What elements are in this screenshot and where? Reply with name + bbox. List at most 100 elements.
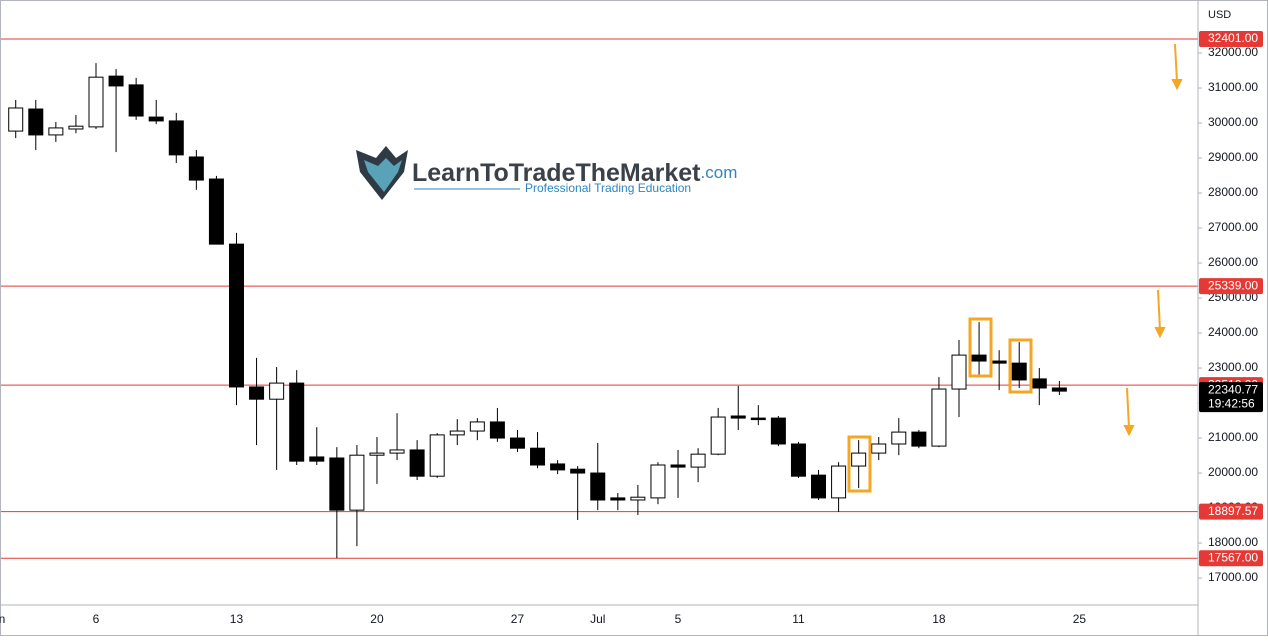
candle-body [690, 453, 706, 468]
x-tick-label: 11 [792, 612, 805, 626]
axes: 17000.0018000.0019000.0020000.0021000.00… [0, 30, 1263, 626]
y-tick-label: 26000.00 [1208, 255, 1258, 269]
y-tick-label: 31000.00 [1208, 80, 1258, 94]
level-label-box [1199, 278, 1263, 295]
candle-body [630, 496, 646, 501]
candle-body [369, 452, 385, 456]
candle-body [108, 75, 124, 87]
candle-body [148, 116, 164, 122]
candle-body [831, 465, 847, 499]
candle-body [188, 156, 204, 181]
arrow-head [1171, 79, 1183, 91]
arrow-shaft [1174, 43, 1178, 83]
y-tick-label: 27000.00 [1208, 220, 1258, 234]
watermark-tagline: Professional Trading Education [525, 181, 691, 195]
arrow-shaft [1157, 289, 1161, 331]
candle-body [289, 382, 305, 462]
candle-body [710, 416, 726, 455]
level-label-box [1199, 503, 1263, 520]
y-tick-label: 20000.00 [1208, 465, 1258, 479]
highlight-box [847, 435, 872, 493]
candle-body [88, 76, 104, 128]
candle-body [128, 84, 144, 117]
candle-body [509, 437, 525, 449]
x-tick-label: 13 [230, 612, 244, 626]
candle-body [48, 127, 64, 136]
candle-body [911, 431, 927, 447]
level-label-box [1199, 30, 1263, 47]
candle-body [991, 360, 1007, 364]
arrows [1123, 43, 1183, 437]
candle-body [650, 464, 666, 499]
currency-label: USD [1208, 9, 1231, 21]
candle-body [590, 472, 606, 501]
brand-text: LearnToTradeTheMarket [412, 159, 701, 187]
y-tick-label: 28000.00 [1208, 185, 1258, 199]
y-tick-label: 30000.00 [1208, 115, 1258, 129]
candle-body [1011, 362, 1027, 381]
x-tick-label: 25 [1073, 612, 1087, 626]
candle-body [489, 421, 505, 439]
x-tick-label: Jul [590, 612, 605, 626]
candle-body [449, 430, 465, 436]
candle-body [750, 417, 766, 421]
arrow-shaft [1126, 387, 1130, 429]
level-label: 32401.00 [1208, 31, 1258, 45]
level-label: 25339.00 [1208, 278, 1258, 292]
y-tick-label: 29000.00 [1208, 150, 1258, 164]
highlights [847, 317, 1033, 493]
candle-body [8, 107, 24, 132]
x-tick-label: 6 [93, 612, 100, 626]
candle-body [1031, 378, 1047, 389]
candle-body [550, 463, 566, 471]
logo-bull [364, 158, 402, 192]
y-tick-label: 18000.00 [1208, 535, 1258, 549]
candle-body [68, 125, 84, 130]
countdown-label: 19:42:56 [1208, 396, 1255, 410]
candle-body [469, 421, 485, 432]
candle-body [389, 449, 405, 454]
candle-body [610, 497, 626, 501]
x-tick-label: 27 [511, 612, 525, 626]
candle-body [790, 443, 806, 477]
watermark-brand: LearnToTradeTheMarket.com [412, 159, 737, 187]
candle-body [349, 454, 365, 511]
candle-body [931, 388, 947, 447]
x-tick-label: Jun [0, 612, 5, 626]
level-label: 17567.00 [1208, 550, 1258, 564]
candle-body [670, 464, 686, 468]
candle-body [971, 354, 987, 362]
y-tick-label: 32000.00 [1208, 45, 1258, 59]
candle-body [329, 457, 345, 511]
candle-body [309, 456, 325, 462]
y-tick-label: 23000.00 [1208, 360, 1258, 374]
last-price-box [1199, 382, 1263, 413]
x-tick-label: 5 [675, 612, 682, 626]
candle-body [168, 120, 184, 156]
candle-body [1051, 387, 1067, 392]
x-tick-label: 18 [932, 612, 946, 626]
candle-body [530, 447, 546, 466]
y-tick-label: 21000.00 [1208, 430, 1258, 444]
y-tick-label: 17000.00 [1208, 570, 1258, 584]
watermark: LearnToTradeTheMarket.com Professional T… [356, 146, 737, 200]
candle-body [811, 474, 827, 499]
candle-body [730, 415, 746, 419]
candle-body [770, 417, 786, 445]
candle-body [228, 243, 244, 388]
candle-body [269, 382, 285, 400]
candle-body [429, 434, 445, 477]
level-label: 18897.57 [1208, 504, 1258, 518]
brand-domain: .com [701, 163, 738, 182]
arrow-head [1154, 327, 1166, 339]
highlight-box [1008, 338, 1033, 394]
arrow-head [1123, 425, 1135, 437]
candle-body [951, 354, 967, 390]
candle-body [891, 431, 907, 445]
level-label-box [1199, 550, 1263, 567]
candle-body [409, 449, 425, 477]
candle-body [28, 108, 44, 136]
x-tick-label: 20 [370, 612, 384, 626]
